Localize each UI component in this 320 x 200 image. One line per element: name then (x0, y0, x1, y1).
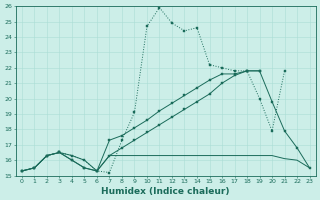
X-axis label: Humidex (Indice chaleur): Humidex (Indice chaleur) (101, 187, 230, 196)
